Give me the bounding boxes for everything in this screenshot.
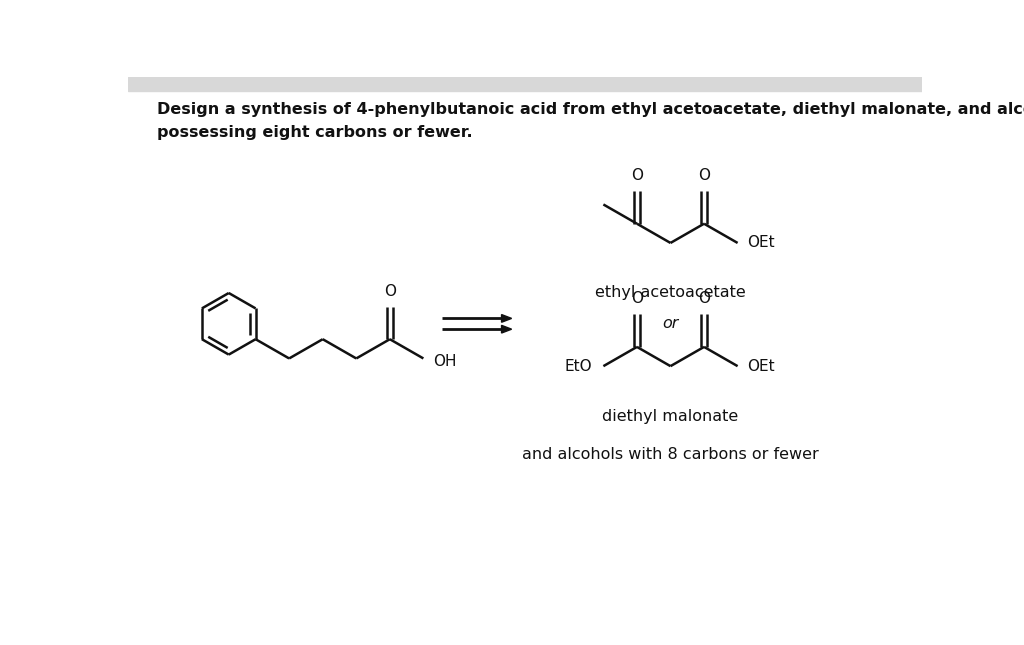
Text: ethyl acetoacetate: ethyl acetoacetate: [595, 285, 745, 301]
Text: O: O: [631, 168, 643, 183]
Text: O: O: [698, 291, 710, 306]
Text: O: O: [384, 284, 396, 299]
Text: or: or: [663, 316, 679, 331]
Polygon shape: [502, 325, 512, 333]
Polygon shape: [502, 315, 512, 322]
Text: OH: OH: [433, 354, 457, 369]
Text: possessing eight carbons or fewer.: possessing eight carbons or fewer.: [158, 125, 473, 140]
Text: O: O: [698, 168, 710, 183]
Text: and alcohols with 8 carbons or fewer: and alcohols with 8 carbons or fewer: [522, 447, 819, 462]
Text: OEt: OEt: [746, 235, 774, 250]
Text: OEt: OEt: [746, 359, 774, 373]
Text: EtO: EtO: [565, 359, 593, 373]
Text: O: O: [631, 291, 643, 306]
Text: diethyl malonate: diethyl malonate: [602, 410, 738, 424]
Bar: [128, 77, 922, 91]
Text: Design a synthesis of 4-phenylbutanoic acid from ethyl acetoacetate, diethyl mal: Design a synthesis of 4-phenylbutanoic a…: [158, 102, 1024, 117]
